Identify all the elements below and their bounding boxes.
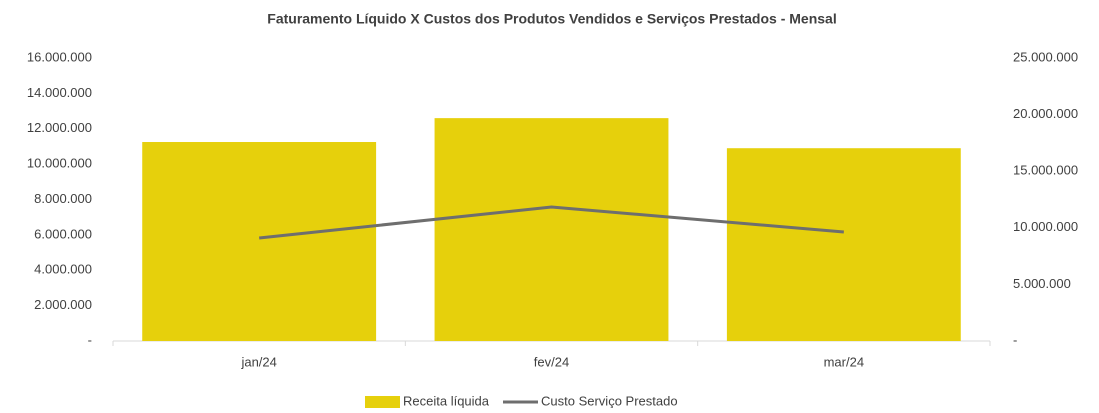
y-tick-label: 8.000.000 <box>34 191 92 206</box>
bar <box>726 148 961 341</box>
chart-title: Faturamento Líquido X Custos dos Produto… <box>267 11 836 27</box>
line <box>259 205 844 240</box>
bar <box>142 142 377 341</box>
x-tick-label: fev/24 <box>534 354 569 369</box>
y-tick-label: 16.000.000 <box>27 49 92 64</box>
y2-tick-label: - <box>1013 332 1017 347</box>
y2-tick-label: 20.000.000 <box>1013 106 1078 121</box>
y2-tick-label: 5.000.000 <box>1013 276 1071 291</box>
bar <box>434 118 669 341</box>
legend-label: Receita líquida <box>403 393 490 408</box>
x-tick-label: mar/24 <box>824 354 864 369</box>
legend-swatch <box>365 396 400 408</box>
y-tick-label: - <box>88 332 92 347</box>
y-tick-label: 12.000.000 <box>27 120 92 135</box>
y-tick-label: 2.000.000 <box>34 297 92 312</box>
y-tick-label: 6.000.000 <box>34 226 92 241</box>
y2-tick-label: 15.000.000 <box>1013 163 1078 178</box>
y2-tick-label: 10.000.000 <box>1013 219 1078 234</box>
y-tick-label: 10.000.000 <box>27 156 92 171</box>
y-tick-label: 4.000.000 <box>34 262 92 277</box>
legend-label: Custo Serviço Prestado <box>541 393 678 408</box>
y2-tick-label: 25.000.000 <box>1013 49 1078 64</box>
x-tick-label: jan/24 <box>240 354 276 369</box>
y-tick-label: 14.000.000 <box>27 85 92 100</box>
